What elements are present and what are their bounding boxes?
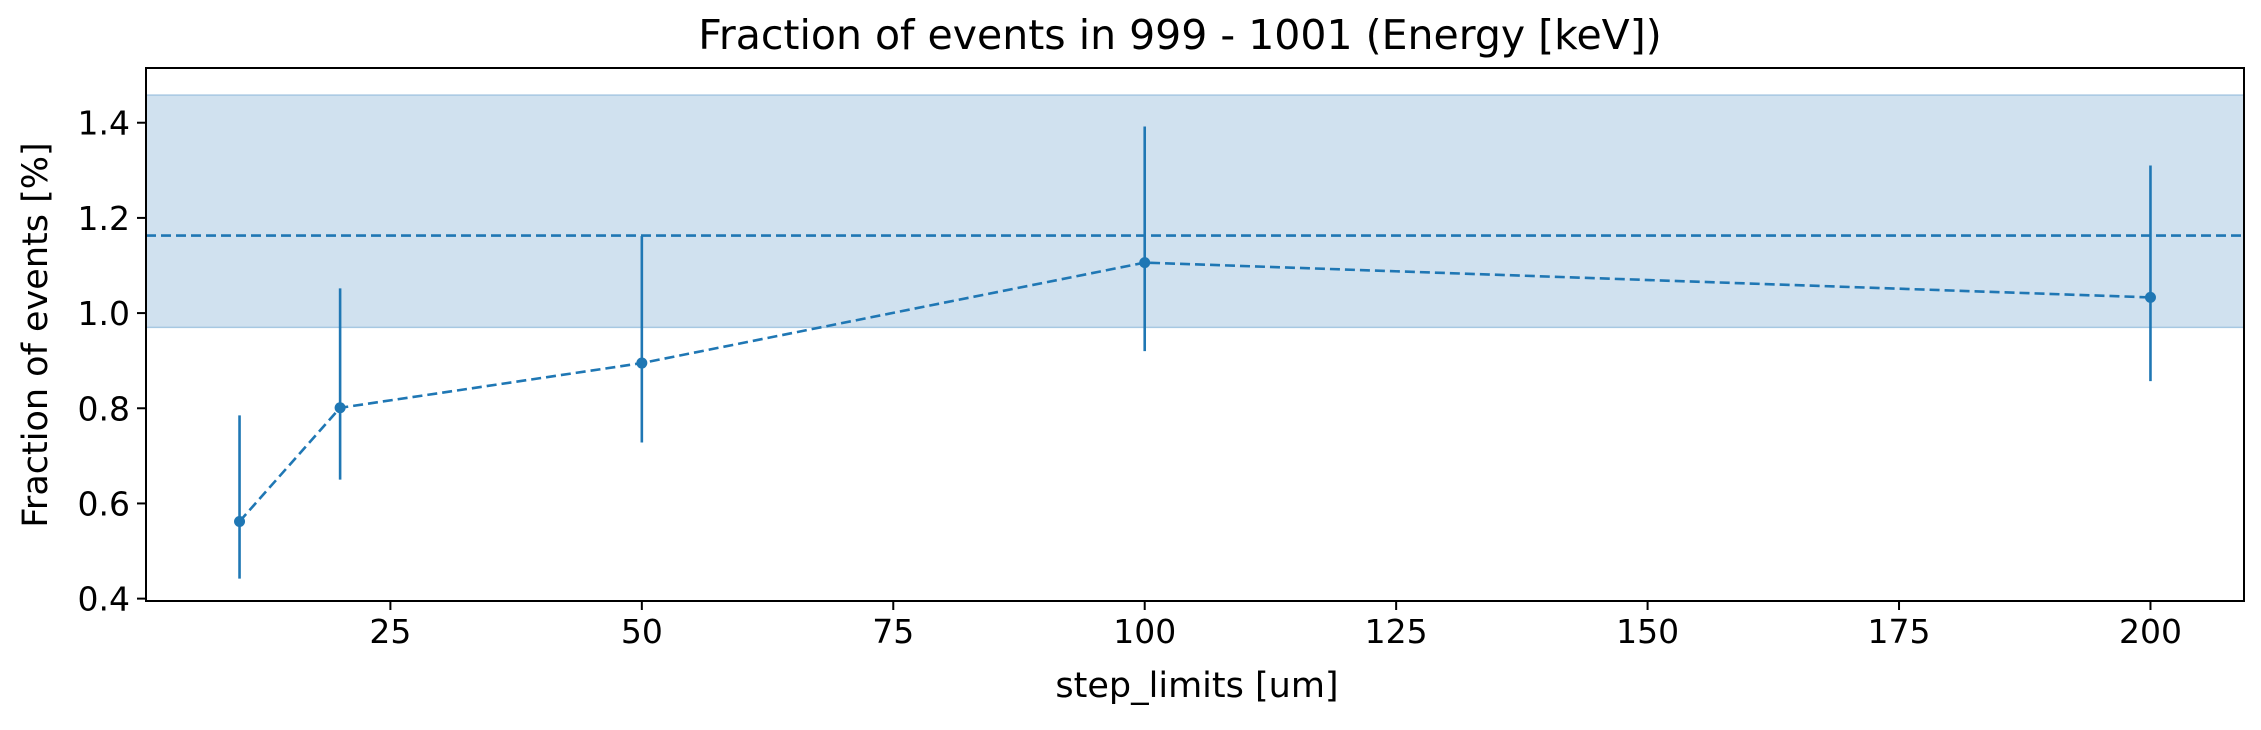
y-tick-label: 1.2 [78,199,130,238]
data-point [1139,257,1151,269]
x-tick-label: 125 [1365,612,1428,651]
y-tick-label: 1.4 [78,104,130,143]
y-tick-label: 0.4 [78,580,130,619]
x-tick-label: 75 [872,612,914,651]
y-tick-label: 0.8 [78,389,130,428]
x-tick-label: 50 [621,612,663,651]
data-point [2144,291,2156,303]
chart-title: Fraction of events in 999 - 1001 (Energy… [698,11,1661,59]
reference-band [145,94,2245,329]
x-tick-label: 150 [1616,612,1679,651]
y-tick-label: 0.6 [78,484,130,523]
data-point [334,402,346,414]
y-tick-label: 1.0 [78,294,130,333]
x-axis-label: step_limits [um] [1055,666,1338,706]
x-tick-label: 200 [2119,612,2182,651]
x-tick-label: 100 [1113,612,1176,651]
plot-frame [145,67,2245,602]
data-point [234,516,246,528]
plot-area: 25 50 75 100 125 150 175 200 0.4 0.6 0.8 1.0 1.2 1.4 [78,67,2245,651]
x-tick-label: 175 [1868,612,1931,651]
y-axis-label: Fraction of events [%] [16,142,56,527]
data-point [636,357,648,369]
x-tick-label: 25 [369,612,411,651]
